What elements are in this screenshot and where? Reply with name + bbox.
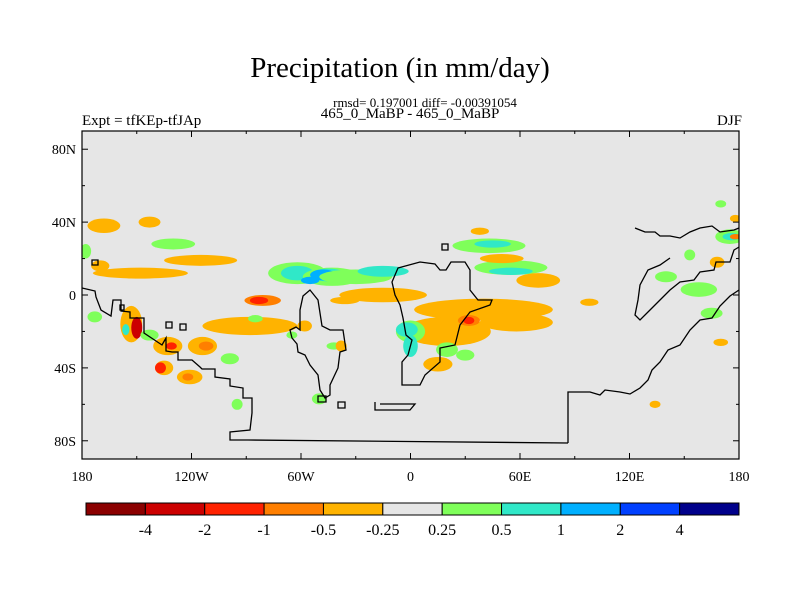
anomaly-patch-47	[516, 273, 561, 288]
anomaly-patch-57	[456, 349, 475, 361]
anomaly-patch-49	[479, 313, 553, 332]
anomaly-patch-60	[649, 400, 661, 408]
anomaly-patch-64	[700, 307, 723, 319]
anomaly-patch-30	[335, 340, 347, 352]
anomaly-patch-22	[249, 296, 269, 305]
anomaly-patch-45	[488, 267, 533, 275]
coastline-south-america	[289, 289, 347, 399]
anomaly-patch-20	[202, 316, 298, 336]
colorbar: -4 -2 -1 -0.5 -0.25 0.25 0.5 1 2 4	[85, 502, 740, 539]
coastline-antarctica-segment	[247, 439, 569, 444]
case-label: 465_0_MaBP - 465_0_MaBP	[320, 106, 500, 122]
colorbar-label: -1	[257, 522, 270, 539]
colorbar-swatch-6	[441, 502, 503, 516]
experiment-label: Expt = tfKEp-tfJAp	[82, 113, 202, 129]
y-tick-label: 40N	[52, 216, 76, 231]
colorbar-swatch-10	[679, 502, 740, 516]
x-tick-label: 180	[72, 470, 93, 485]
anomaly-patch-11	[140, 329, 159, 341]
anomaly-patch-1	[138, 216, 161, 228]
x-tick-label: 180	[729, 470, 750, 485]
colorbar-label: -0.25	[366, 522, 399, 539]
anomaly-patch-46	[479, 253, 524, 264]
x-tick-label: 120E	[615, 470, 645, 485]
y-tick-label: 80S	[54, 435, 76, 450]
anomaly-patch-5	[82, 243, 92, 259]
y-tick-label: 0	[69, 289, 76, 304]
colorbar-swatch-4	[322, 502, 384, 516]
chart-title: Precipitation (in mm/day)	[250, 52, 550, 84]
colorbar-swatch-5	[382, 502, 443, 516]
coastline-asia	[634, 225, 739, 239]
y-tick-label: 40S	[54, 362, 76, 377]
colorbar-label: -4	[139, 522, 152, 539]
colorbar-swatch-0	[85, 502, 146, 516]
colorbar-swatch-1	[144, 502, 206, 516]
x-tick-label: 120W	[174, 470, 209, 485]
anomaly-patch-63	[684, 249, 696, 261]
anomaly-patch-26	[311, 393, 327, 405]
colorbar-label: 2	[616, 522, 624, 539]
anomaly-patch-71	[729, 214, 739, 223]
anomaly-patch-61	[680, 282, 718, 297]
coastline-africa	[391, 261, 493, 386]
anomaly-patch-3	[164, 254, 238, 266]
coastline-asia-east	[634, 246, 739, 321]
anomaly-patch-0	[87, 218, 121, 234]
colorbar-swatch-8	[560, 502, 621, 516]
anomaly-patch-15	[198, 341, 214, 351]
x-tick-label: 0	[407, 470, 414, 485]
anomaly-patch-27	[297, 320, 312, 332]
anomaly-patch-9	[131, 316, 143, 339]
colorbar-label: -2	[198, 522, 211, 539]
anomaly-patch-4	[92, 267, 188, 279]
axis-ticks: 180 120W 60W 0 60E 120E 180 80N 40N 0 40S 80S	[52, 131, 750, 485]
anomaly-patch-62	[655, 271, 677, 283]
coastlines	[82, 225, 739, 444]
colorbar-label: 0.5	[492, 522, 512, 539]
anomaly-patch-40	[330, 296, 360, 305]
stats-label: rmsd= 0.197001 diff= -0.00391054	[333, 95, 517, 110]
anomaly-patch-2	[151, 238, 196, 250]
coastline-australia-west	[374, 402, 417, 411]
x-tick-label: 60E	[509, 470, 532, 485]
colorbar-label: 0.25	[428, 522, 456, 539]
anomaly-patch-52	[463, 316, 475, 325]
colorbar-label: 1	[557, 522, 565, 539]
anomaly-field	[82, 200, 739, 410]
colorbar-label: 4	[676, 522, 684, 539]
anomaly-patch-7	[87, 311, 103, 323]
anomaly-patch-39	[339, 287, 427, 303]
anomaly-patch-43	[470, 227, 489, 235]
y-tick-label: 80N	[52, 143, 76, 158]
anomaly-patch-24	[220, 353, 239, 365]
anomaly-patch-13	[165, 342, 177, 350]
anomaly-patch-23	[248, 315, 263, 323]
colorbar-label: -0.5	[311, 522, 336, 539]
coastline-australia	[567, 289, 739, 443]
anomaly-patch-54	[395, 322, 418, 337]
anomaly-patch-19	[182, 373, 194, 381]
season-label: DJF	[716, 113, 742, 129]
anomaly-patch-42	[474, 240, 511, 248]
anomaly-patch-69	[729, 233, 739, 240]
anomaly-patch-6	[91, 260, 110, 272]
anomaly-patch-59	[580, 298, 599, 306]
x-tick-label: 60W	[287, 470, 315, 485]
anomaly-patch-70	[715, 200, 727, 208]
colorbar-swatch-3	[263, 502, 324, 516]
anomaly-patch-17	[155, 362, 166, 374]
colorbar-swatch-7	[501, 502, 562, 516]
colorbar-swatch-9	[619, 502, 681, 516]
anomaly-patch-25	[231, 398, 243, 410]
coastline-islands	[91, 243, 449, 409]
anomaly-patch-65	[713, 338, 729, 347]
colorbar-swatch-2	[204, 502, 265, 516]
coastline-america	[82, 287, 253, 441]
anomaly-patch-10	[122, 324, 130, 336]
